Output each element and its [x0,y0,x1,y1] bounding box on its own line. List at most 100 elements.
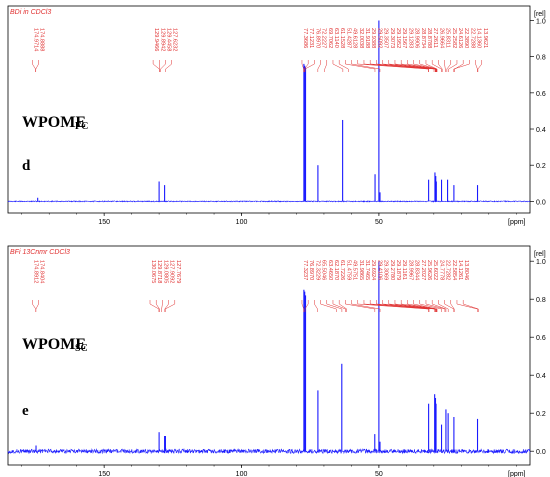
y-tick-label: 1.0 [536,259,546,266]
peak-shift-label: 51.4759 [345,260,351,280]
peak-shift-label: 127.9092 [169,260,175,283]
y-tick-label: 0.0 [536,199,546,206]
peak-label-connector [161,303,163,310]
peak-shift-label: 61.7226 [339,260,345,280]
peak-label-connector [332,303,346,310]
spectrum-header: BDi in CDCl3 [10,9,51,16]
peak-label-connector [351,63,381,70]
peak-shift-label: 31.7465 [364,260,370,280]
peak-label-connector [413,303,438,310]
peak-label-connector [444,63,446,70]
peak-label-connector [304,63,315,70]
peak-shift-label: 13.8046 [463,260,469,280]
sample-subscript: FC [75,121,88,132]
peak-label-connector [456,303,478,310]
peak-shift-label: 29.1879 [395,260,401,280]
y-tick-label: 0.2 [536,163,546,170]
peak-label-connector [444,303,454,310]
peak-label-connector [301,303,305,310]
peak-shift-label: 25.2582 [451,28,457,48]
peak-shift-label: 129.0805 [162,260,168,283]
peak-shift-label: 29.6924 [370,260,376,280]
y-tick-label: 0.8 [536,55,546,62]
peak-shift-label: 32.0038 [358,28,364,48]
peak-shift-label: 29.5092 [376,28,382,48]
peak-label-connector [425,303,445,310]
peak-shift-label: 49.5751 [352,260,358,280]
peak-shift-label: 29.3073 [389,28,395,48]
peak-label-connector [345,63,376,70]
peak-shift-label: 28.9967 [407,260,413,280]
peak-label-connector [425,63,438,70]
peak-shift-label: 14.1261 [457,260,463,280]
peak-shift-label: 127.6232 [172,28,178,51]
x-axis-label: [ppm] [508,219,526,226]
peak-shift-label: 28.9906 [414,28,420,48]
peak-shift-label: 29.1161 [401,260,407,280]
peak-label-connector [345,303,375,310]
y-axis-label: [rel] [534,251,546,258]
x-tick-label: 150 [98,471,110,477]
peak-shift-label: 29.2780 [389,260,395,280]
peak-shift-label: 76.8970 [308,260,314,280]
sample-label: WPOME [22,336,86,353]
y-tick-label: 0.2 [536,411,546,418]
peak-shift-label: 174.8888 [39,28,45,51]
peak-shift-label: 28.8734 [420,28,426,48]
peak-label-connector [164,303,169,310]
x-tick-label: 150 [98,219,110,226]
peak-shift-label: 29.9388 [370,28,376,48]
peak-label-connector [450,303,455,310]
peak-shift-label: 29.3507 [383,28,389,48]
y-tick-label: 1.0 [536,18,546,25]
peak-shift-label: 25.8311 [445,28,451,48]
peak-shift-label: 77.3237 [302,260,308,280]
peak-shift-label: 129.4458 [166,28,172,51]
peak-shift-label: 51.4287 [345,28,351,48]
peak-shift-label: 63.4650 [327,260,333,280]
peak-shift-label: 27.2611 [432,28,438,48]
peak-label-connector [160,63,166,70]
peak-shift-label: 129.8942 [159,28,165,51]
peak-label-connector [32,303,36,310]
peak-shift-label: 29.3069 [383,260,389,280]
peak-shift-label: 63.1140 [333,28,339,48]
peak-shift-label: 28.8344 [414,260,420,280]
peak-label-connector [304,63,309,70]
x-tick-label: 50 [375,219,383,226]
baseline-trace [7,200,531,203]
peak-shift-label: 129.8718 [156,260,162,283]
peak-shift-label: 28.8788 [426,28,432,48]
peak-label-connector [165,303,175,310]
peak-label-connector [320,303,337,310]
peak-shift-label: 22.7288 [469,28,475,48]
peak-shift-label: 174.8404 [39,260,45,283]
peak-shift-label: 13.9621 [482,28,488,48]
peak-shift-label: 29.1567 [401,28,407,48]
peak-shift-label: 65.5046 [321,260,327,280]
peak-shift-label: 29.1283 [407,28,413,48]
y-tick-label: 0.4 [536,373,546,380]
peak-label-connector [32,63,36,70]
peak-label-connector [432,63,442,70]
peak-label-connector [419,63,438,70]
peak-label-connector [332,63,343,70]
spectrum-panel-e: 1.0 0.8 0.6 0.4 0.2 0.0 [rel] 150 100 50 [ppm] BFi … [7,245,546,477]
peak-shift-label: 77.3686 [302,28,308,48]
peak-label-connector [438,63,443,70]
peak-label-connector [326,303,342,310]
peak-shift-label: 77.1231 [308,28,314,48]
peak-label-connector [324,63,328,70]
peak-shift-label: 127.7679 [175,260,181,283]
peak-shift-label: 61.1528 [339,28,345,48]
peak-shift-label: 29.4106 [376,260,382,280]
peak-shift-label: 49.6128 [352,28,358,48]
y-tick-label: 0.0 [536,449,546,456]
y-axis-label: [rel] [534,11,546,18]
peak-label-connector [155,303,160,310]
peak-label-connector [477,63,482,70]
peak-label-connector [301,63,304,70]
peak-label-connector [413,63,437,70]
peak-shift-label: 27.2027 [420,260,426,280]
